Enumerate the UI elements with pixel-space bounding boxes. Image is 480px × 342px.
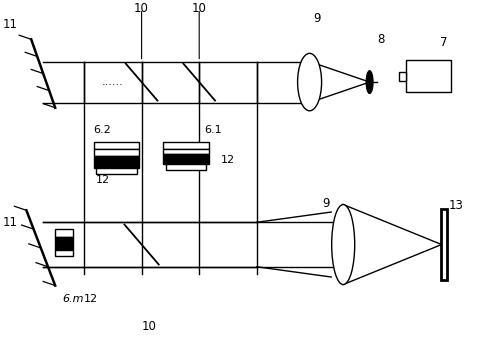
Bar bbox=[163, 149, 209, 154]
Bar bbox=[163, 154, 209, 164]
Text: 10: 10 bbox=[134, 2, 149, 15]
Ellipse shape bbox=[298, 53, 322, 111]
Text: 11: 11 bbox=[3, 18, 18, 31]
Text: 12: 12 bbox=[221, 155, 235, 165]
Bar bbox=[163, 142, 209, 149]
Text: 11: 11 bbox=[3, 216, 18, 229]
Text: 9: 9 bbox=[323, 197, 330, 210]
Bar bbox=[96, 168, 137, 174]
Bar bbox=[441, 209, 447, 280]
Bar bbox=[399, 72, 406, 81]
Text: 7: 7 bbox=[440, 36, 448, 49]
Bar bbox=[406, 60, 451, 92]
Text: 6.m: 6.m bbox=[62, 294, 84, 304]
Bar bbox=[55, 237, 73, 250]
Text: 9: 9 bbox=[313, 12, 321, 25]
Text: 6.1: 6.1 bbox=[204, 125, 222, 135]
Ellipse shape bbox=[332, 205, 355, 285]
Bar bbox=[166, 164, 206, 170]
Bar bbox=[94, 149, 139, 156]
Text: 12: 12 bbox=[84, 294, 98, 304]
Text: ......: ...... bbox=[102, 77, 124, 87]
Bar bbox=[94, 142, 139, 149]
Bar bbox=[55, 229, 73, 237]
Text: 6.2: 6.2 bbox=[94, 125, 111, 135]
Text: 8: 8 bbox=[377, 33, 384, 46]
Text: 10: 10 bbox=[142, 320, 156, 333]
Bar bbox=[55, 250, 73, 256]
Text: 10: 10 bbox=[192, 2, 206, 15]
Text: 12: 12 bbox=[96, 174, 110, 185]
Text: 13: 13 bbox=[449, 199, 463, 212]
Ellipse shape bbox=[366, 71, 373, 93]
Bar bbox=[94, 156, 139, 168]
